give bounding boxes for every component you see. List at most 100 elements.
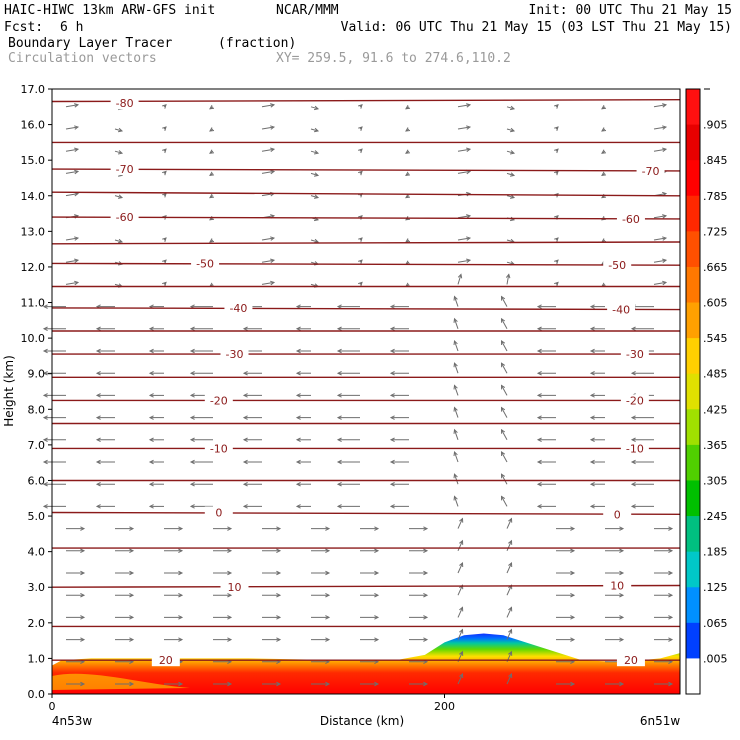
colorbar-swatch	[686, 302, 700, 339]
circulation-vector	[405, 127, 411, 132]
circulation-vector	[506, 172, 516, 177]
circulation-vector	[162, 104, 167, 109]
circulation-vector	[262, 637, 282, 642]
circulation-vector	[653, 147, 668, 153]
contour-label-bg	[616, 654, 645, 667]
y-tick-label: 17.0	[21, 83, 46, 96]
colorbar-label: .065	[703, 617, 728, 630]
colorbar-swatch	[686, 266, 700, 304]
circulation-vector	[453, 362, 459, 374]
contour-label: 0	[614, 508, 621, 521]
circulation-vector	[295, 393, 311, 398]
circulation-vector	[605, 637, 625, 642]
circulation-vector	[601, 127, 607, 132]
circulation-vector	[457, 147, 472, 153]
circulation-vector	[554, 281, 559, 287]
circulation-vector	[654, 570, 674, 576]
y-tick-label: 5.0	[28, 510, 46, 523]
circulation-vector	[242, 415, 262, 420]
circulation-vector	[358, 237, 363, 242]
circulation-vector	[295, 348, 311, 354]
circulation-vector	[453, 428, 459, 440]
circulation-vector	[164, 548, 184, 554]
circulation-vector	[630, 459, 654, 465]
colorbar-label: .725	[703, 225, 728, 238]
circulation-vector	[95, 370, 115, 376]
circulation-vector	[66, 592, 86, 598]
circulation-vector	[65, 258, 80, 264]
circulation-vector	[115, 681, 135, 687]
circulation-vector	[556, 681, 576, 687]
circulation-vector	[148, 437, 164, 443]
circulation-vector	[209, 149, 215, 154]
circulation-vector	[389, 481, 409, 487]
circulation-vector	[262, 570, 282, 576]
colorbar-swatch	[686, 622, 700, 660]
circulation-vector	[295, 481, 311, 487]
circulation-vector	[310, 194, 320, 199]
circulation-vector	[389, 437, 409, 443]
circulation-vector	[405, 171, 411, 177]
circulation-vector	[654, 592, 674, 598]
circulation-vector	[262, 592, 282, 598]
circulation-vector	[358, 126, 363, 131]
circulation-vector	[164, 526, 184, 531]
colorbar-label: .665	[703, 261, 728, 274]
circulation-vector	[409, 526, 429, 531]
circulation-vector	[209, 171, 215, 177]
contour-label: -60	[622, 213, 640, 226]
circulation-vector	[262, 526, 282, 531]
circulation-vector	[66, 615, 86, 620]
model-title: HAIC-HIWC 13km ARW-GFS init	[4, 3, 216, 18]
circulation-vector	[389, 348, 409, 354]
circulation-vector	[164, 615, 184, 620]
circulation-vector	[500, 495, 508, 507]
contour-label: -70	[116, 163, 134, 176]
circulation-vector	[405, 260, 411, 265]
circulation-vector	[261, 236, 276, 241]
circulation-vector	[261, 258, 276, 264]
circulation-vector	[95, 481, 115, 487]
circulation-vector	[311, 681, 331, 687]
circulation-vector	[453, 317, 459, 329]
circulation-vector	[114, 194, 124, 199]
circulation-vector	[605, 681, 625, 687]
circulation-vector	[42, 370, 66, 376]
circulation-vector	[536, 393, 556, 398]
contour-label-bg	[603, 579, 632, 592]
circulation-vector	[605, 548, 625, 554]
circulation-vector	[114, 238, 124, 244]
circulation-vector	[95, 348, 115, 354]
circulation-vector	[536, 348, 556, 354]
colorbar-label: .305	[703, 474, 728, 487]
circulation-vector	[148, 415, 164, 420]
circulation-vector	[556, 570, 576, 576]
circulation-vector	[66, 681, 86, 687]
circulation-vector	[536, 459, 556, 465]
circulation-vector	[554, 126, 559, 131]
circulation-vector	[409, 615, 429, 620]
circulation-vector	[360, 548, 380, 554]
y-tick-label: 15.0	[21, 154, 46, 167]
circulation-vector	[506, 561, 513, 574]
circulation-vector	[605, 615, 625, 620]
org-label: NCAR/MMM	[276, 3, 339, 18]
circulation-vector	[95, 415, 115, 420]
circulation-vector	[42, 437, 66, 443]
y-tick-label: 7.0	[28, 439, 46, 452]
circulation-vector	[242, 370, 262, 376]
circulation-vector	[358, 281, 363, 287]
circulation-vector	[209, 105, 215, 110]
circulation-vector	[654, 681, 674, 687]
temperature-contour	[51, 584, 681, 588]
y-axis-label: Height (km)	[2, 355, 16, 426]
circulation-vector	[556, 637, 576, 642]
circulation-vector	[295, 415, 311, 420]
circulation-vector	[261, 103, 276, 108]
circulation-vector	[65, 103, 80, 108]
y-tick-label: 12.0	[21, 261, 46, 274]
circulation-vector	[336, 504, 360, 509]
contour-label-bg	[220, 581, 249, 594]
circulation-vector	[115, 526, 135, 531]
circulation-vector	[457, 103, 472, 108]
